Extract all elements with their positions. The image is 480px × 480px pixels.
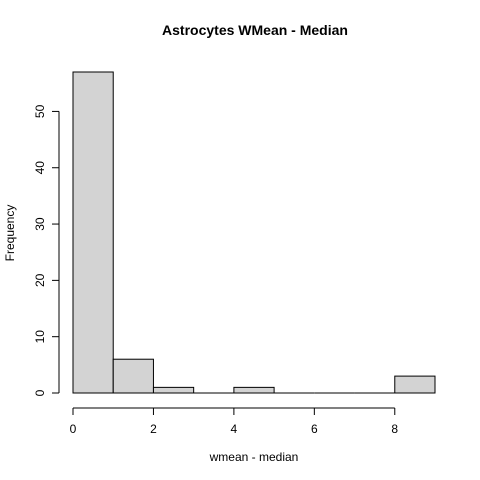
- x-axis: 0 2 4 6 8: [70, 407, 398, 436]
- chart-title: Astrocytes WMean - Median: [162, 22, 348, 38]
- x-tick-label-4: 4: [231, 422, 238, 436]
- histogram-bar-4-5: [233, 386, 275, 394]
- x-tick-label-8: 8: [391, 422, 398, 436]
- bars-group: [72, 71, 436, 394]
- x-tick-label-0: 0: [70, 422, 77, 436]
- histogram-bar-8-9: [394, 375, 436, 394]
- y-tick-label-10: 10: [33, 330, 47, 344]
- histogram-bar-1-2: [112, 358, 154, 394]
- y-tick-label-50: 50: [33, 104, 47, 118]
- x-tick-label-6: 6: [311, 422, 318, 436]
- histogram-bar-0-1: [72, 71, 114, 394]
- y-axis: 0 10 20 30 40 50: [33, 104, 60, 396]
- y-axis-label: Frequency: [3, 205, 17, 262]
- y-tick-label-40: 40: [33, 161, 47, 175]
- x-tick-label-2: 2: [150, 422, 157, 436]
- histogram-bar-2-3: [152, 386, 195, 394]
- x-axis-label: wmean - median: [209, 450, 299, 464]
- y-tick-label-0: 0: [33, 389, 47, 396]
- y-tick-label-20: 20: [33, 273, 47, 287]
- y-tick-label-30: 30: [33, 217, 47, 231]
